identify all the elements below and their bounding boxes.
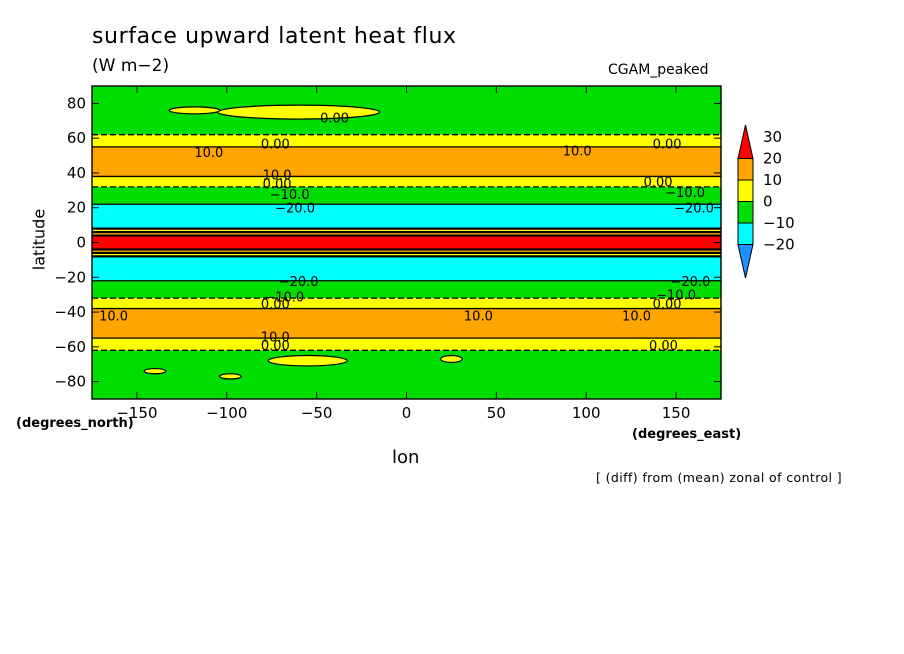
y-tick-label-4: 0	[76, 234, 86, 252]
run-label: CGAM_peaked	[608, 62, 709, 78]
band-14	[92, 308, 721, 339]
band-5	[92, 204, 721, 229]
contour-label-23: 0.00	[649, 339, 678, 354]
patch-3	[440, 354, 463, 364]
colorbar-label-3: 0	[763, 193, 773, 211]
y-axis-label: latitude	[29, 208, 49, 271]
contour-label-20: 10.0	[622, 310, 651, 325]
contour-label-4: 0.00	[653, 137, 682, 152]
x-tick-label-5: 100	[572, 404, 601, 422]
contour-label-21: 10.0	[261, 330, 290, 345]
band-10	[92, 252, 721, 257]
patch-0	[217, 104, 381, 120]
y-tick-label-0: −80	[54, 373, 86, 391]
contour-label-8: −20.0	[275, 202, 315, 217]
band-0	[92, 86, 721, 135]
contour-label-10: −10.0	[665, 186, 705, 201]
contour-label-1: 10.0	[194, 146, 223, 161]
contour-label-19: 10.0	[464, 310, 493, 325]
colorbar-segment-5	[737, 244, 754, 279]
colorbar-label-4: −10	[763, 214, 795, 232]
colorbar-label-1: 20	[763, 150, 782, 168]
colorbar: 30 20 10 0 −10 −20	[737, 124, 795, 279]
x-tick-label-4: 50	[487, 404, 506, 422]
band-13	[92, 298, 721, 309]
x-tick-label-6: 150	[662, 404, 691, 422]
contour-label-3: 10.0	[563, 144, 592, 159]
colorbar-segment-0	[737, 124, 754, 159]
plot-frame	[91, 85, 722, 400]
x-tick-label-2: −50	[301, 404, 333, 422]
band-15	[92, 338, 721, 351]
contour-label-7: −10.0	[270, 188, 310, 203]
contour-label-17: 0.00	[653, 297, 682, 312]
y-tick-label-2: −40	[54, 303, 86, 321]
y-tick-label-8: 80	[67, 94, 86, 112]
band-9	[92, 249, 721, 253]
colorbar-label-2: 10	[763, 171, 782, 189]
x-axis-units: (degrees_east)	[632, 427, 742, 442]
contour-label-0: 0.00	[320, 111, 349, 126]
contour-label-13: −10.0	[264, 290, 304, 305]
contour-label-22: 0.00	[261, 339, 290, 354]
colorbar-segment-4	[737, 222, 754, 245]
colorbar-label-5: −20	[763, 236, 795, 254]
band-6	[92, 228, 721, 233]
colorbar-label-0: 30	[763, 128, 782, 146]
band-16	[92, 350, 721, 399]
contour-label-15: −20.0	[671, 275, 711, 290]
x-axis: −150 −100 −50 0 50 100 150	[116, 86, 690, 422]
contour-label-11: −20.0	[674, 202, 714, 217]
band-7	[92, 232, 721, 236]
y-axis-units: (degrees_north)	[16, 416, 134, 431]
band-11	[92, 256, 721, 281]
chart-title: surface upward latent heat flux	[92, 24, 457, 49]
contour-label-12: −20.0	[279, 275, 319, 290]
patch-1	[168, 106, 221, 115]
patch-4	[143, 367, 167, 375]
contour-label-14: 0.00	[261, 297, 290, 312]
y-tick-label-3: −20	[54, 268, 86, 286]
y-tick-label-7: 60	[67, 129, 86, 147]
patch-5	[218, 373, 242, 380]
y-tick-label-6: 40	[67, 164, 86, 182]
band-1	[92, 134, 721, 147]
x-tick-label-1: −100	[206, 404, 247, 422]
colorbar-segment-2	[737, 179, 754, 202]
contour-label-5: 10.0	[263, 169, 292, 184]
chart-units: (W m−2)	[92, 56, 170, 76]
patch-2	[267, 354, 348, 367]
colorbar-segment-1	[737, 158, 754, 181]
contour-label-2: 0.00	[261, 137, 290, 152]
y-tick-label-5: 20	[67, 199, 86, 217]
band-4	[92, 186, 721, 205]
contour-label-9: 0.00	[644, 176, 673, 191]
band-8	[92, 235, 721, 250]
x-tick-label-3: 0	[402, 404, 412, 422]
colorbar-segment-3	[737, 201, 754, 224]
y-tick-label-1: −60	[54, 338, 86, 356]
contour-label-16: −10.0	[656, 289, 696, 304]
contour-label-6: 0.00	[263, 177, 292, 192]
contour-label-18: 10.0	[99, 310, 128, 325]
band-3	[92, 176, 721, 187]
y-axis: −80 −60 −40 −20 0 20 40 60 80	[54, 94, 721, 391]
comparison-note: [ (diff) from (mean) zonal of control ]	[596, 470, 843, 485]
band-2	[92, 146, 721, 177]
x-axis-label: lon	[392, 447, 420, 468]
band-12	[92, 280, 721, 299]
